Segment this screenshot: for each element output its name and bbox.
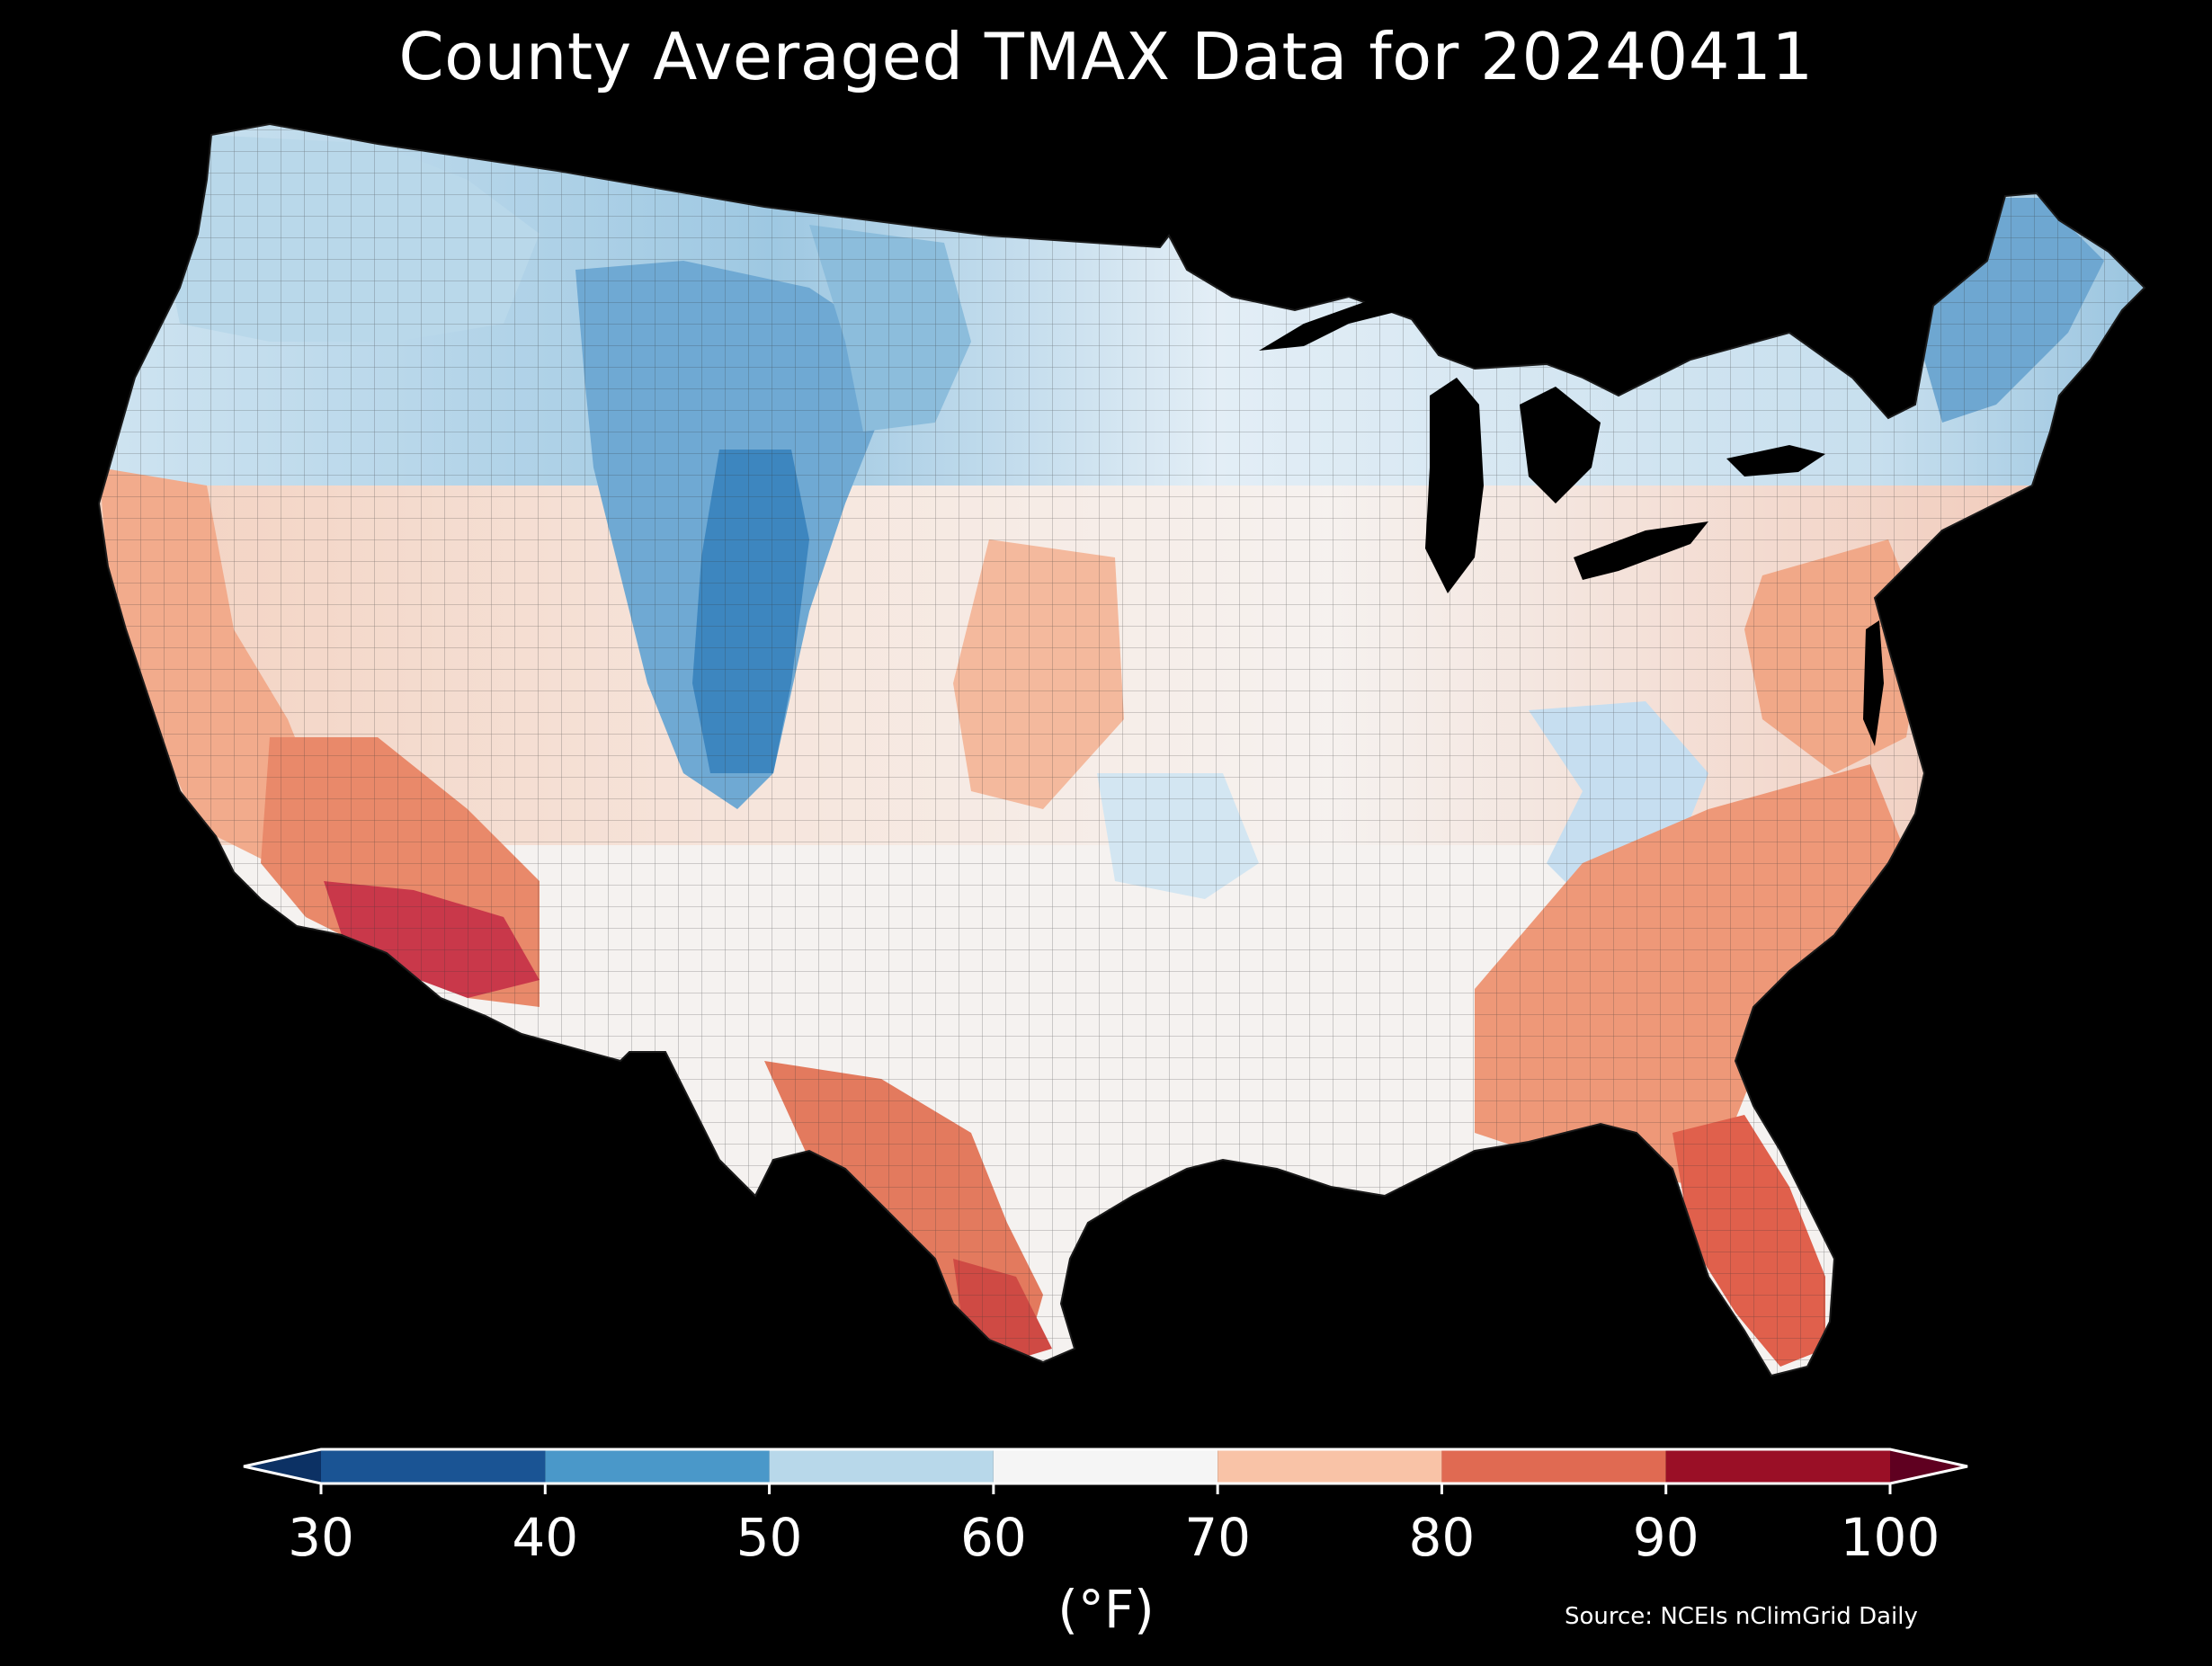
lake-michigan [1425, 378, 1484, 593]
chesapeake-bay [1863, 620, 1884, 746]
colorbar-bin [1217, 1449, 1442, 1483]
colorbar-extend-high [1890, 1449, 1967, 1483]
colorbar-tick-label: 70 [1184, 1507, 1252, 1568]
lake-erie [1574, 521, 1708, 580]
colorbar-tick-label: 30 [288, 1507, 354, 1568]
colorbar-tick-label: 90 [1632, 1507, 1699, 1568]
lake-huron [1520, 387, 1601, 503]
colorbar-tick-label: 50 [736, 1507, 803, 1568]
colorbar-extend-low [244, 1449, 321, 1483]
colorbar-bin [1441, 1449, 1666, 1483]
colorbar-bin [321, 1449, 546, 1483]
lake-superior [1259, 288, 1403, 351]
colorbar-bin [769, 1449, 994, 1483]
colorbar-bin [1665, 1449, 1890, 1483]
colorbar-unit-label: (°F) [1057, 1579, 1155, 1640]
source-note: Source: NCEIs nClimGrid Daily [1565, 1603, 1918, 1630]
colorbar-tick-label: 60 [959, 1507, 1027, 1568]
map-title: County Averaged TMAX Data for 20240411 [398, 19, 1814, 94]
colorbar-tick-label: 100 [1840, 1507, 1940, 1568]
colorbar-bin [993, 1449, 1218, 1483]
colorbar-tick-label: 80 [1408, 1507, 1476, 1568]
lake-ontario [1726, 445, 1825, 477]
great-lakes [1259, 288, 1884, 746]
colorbar-bin [545, 1449, 770, 1483]
colorbar-tick-label: 40 [512, 1507, 579, 1568]
